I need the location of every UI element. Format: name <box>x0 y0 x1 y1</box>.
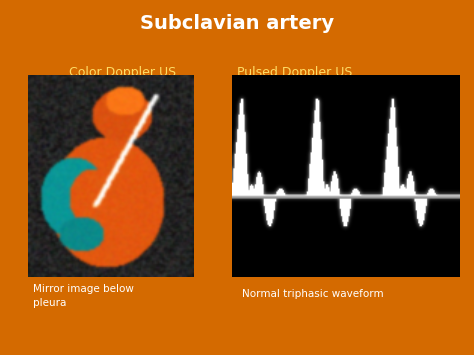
Text: Color Doppler US: Color Doppler US <box>69 66 176 79</box>
Text: Subclavian artery: Subclavian artery <box>140 14 334 33</box>
Text: Normal triphasic waveform: Normal triphasic waveform <box>242 289 383 299</box>
Text: Pulsed Doppler US: Pulsed Doppler US <box>237 66 352 79</box>
Text: Mirror image below
pleura: Mirror image below pleura <box>33 284 134 308</box>
